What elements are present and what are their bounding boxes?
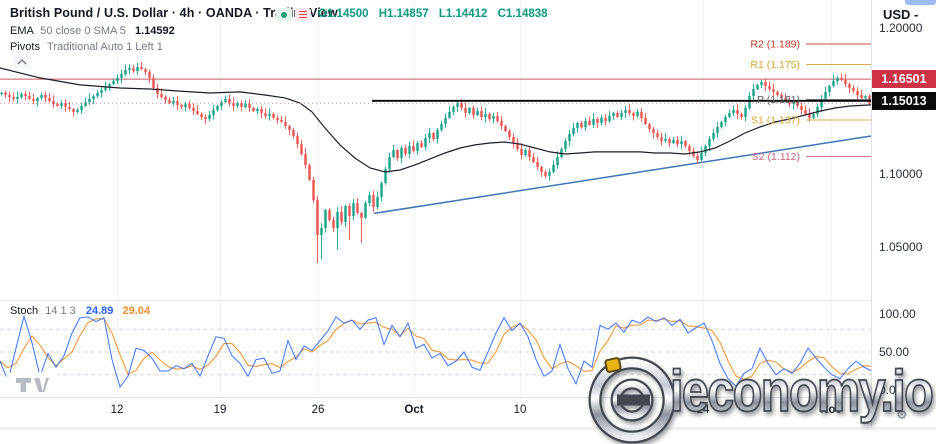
price-axis[interactable]: USD - 1.20000 1.10000 1.05000 100.00 50.00 0.… bbox=[871, 0, 936, 430]
chart-area[interactable]: R2 (1.189) R1 (1.175) P (1.151) S1 (1.137) S… bbox=[0, 0, 871, 430]
ohlc-close-label: C bbox=[497, 8, 506, 20]
stoch-tick: 100.00 bbox=[879, 307, 916, 321]
ema-line bbox=[0, 67, 871, 173]
ohlc-low-value: 1.14412 bbox=[445, 8, 488, 20]
pivot-label: P (1.151) bbox=[757, 94, 800, 106]
price-label: 1.16501 bbox=[872, 70, 936, 89]
corner-scroll-strip bbox=[905, 0, 936, 5]
gridlines bbox=[0, 0, 871, 397]
time-tick: 10 bbox=[513, 404, 527, 416]
indicator-legend-pivots[interactable]: Pivots Traditional Auto 1 Left 1 bbox=[10, 41, 163, 53]
tradingview-logo[interactable] bbox=[6, 372, 58, 397]
stoch-name: Stoch bbox=[10, 305, 39, 317]
time-tick: Nov bbox=[820, 404, 842, 416]
tradingview-logo-icon bbox=[16, 377, 49, 392]
price-tick: 1.10000 bbox=[879, 166, 923, 181]
ohlc-high-label: H bbox=[378, 8, 388, 20]
ohlc-open-label: O bbox=[318, 8, 327, 20]
time-tick: 12 bbox=[110, 404, 124, 416]
ohlc-low-label: L bbox=[438, 8, 446, 20]
symbol-title[interactable]: British Pound / U.S. Dollar · 4h · OANDA… bbox=[10, 6, 338, 20]
price-tick: 1.20000 bbox=[879, 21, 923, 35]
time-tick: 26 bbox=[311, 404, 325, 416]
pivot-label: S2 (1.112) bbox=[752, 151, 800, 163]
price-tick: 1.05000 bbox=[879, 239, 923, 254]
pivot-label: R2 (1.189) bbox=[750, 39, 800, 51]
candles bbox=[0, 61, 871, 264]
time-tick: 19 bbox=[213, 404, 227, 416]
time-tick: 24 bbox=[696, 404, 710, 416]
market-open-icon[interactable] bbox=[276, 8, 292, 21]
bottom-border bbox=[0, 427, 936, 430]
stoch-d-line bbox=[0, 318, 871, 380]
ema-params: 50 close 0 SMA 5 bbox=[40, 25, 126, 37]
market-status-badges[interactable] bbox=[276, 8, 311, 21]
collapse-pane-button[interactable] bbox=[13, 55, 31, 68]
stoch-k-value: 24.89 bbox=[85, 305, 114, 317]
pivot-label: S1 (1.137) bbox=[751, 114, 800, 126]
price-pane bbox=[0, 61, 871, 264]
ohlc-close-value: 1.14838 bbox=[505, 8, 548, 20]
stoch-params: 14 1 3 bbox=[45, 305, 76, 317]
stoch-tick: 50.00 bbox=[879, 345, 910, 359]
time-axis[interactable]: 12 19 26 Oct 10 24 Nov bbox=[0, 397, 871, 431]
pivots-params: Traditional Auto 1 Left 1 bbox=[47, 41, 163, 53]
ohlc-high-value: 1.14857 bbox=[387, 8, 429, 20]
indicator-legend-ema[interactable]: EMA 50 close 0 SMA 5 1.14592 bbox=[10, 25, 175, 37]
ema-name: EMA bbox=[10, 25, 34, 37]
trendline bbox=[373, 135, 871, 215]
ema-value: 1.14592 bbox=[134, 25, 175, 37]
price-label: 1.15013 bbox=[872, 91, 936, 110]
stoch-pane bbox=[0, 314, 871, 389]
stoch-tick: 0.00 bbox=[879, 383, 903, 397]
pivot-label: R1 (1.175) bbox=[750, 59, 800, 71]
pivots-name: Pivots bbox=[10, 41, 40, 53]
chevron-up-icon bbox=[17, 58, 27, 64]
settings-gear-icon[interactable]: ⚙ bbox=[896, 408, 908, 423]
stoch-k-line bbox=[0, 314, 871, 389]
ohlc-open-value: 1.14500 bbox=[326, 8, 369, 20]
stoch-d-value: 29.04 bbox=[122, 305, 150, 317]
ohlc-values: O1.14500 H1.14857 L1.14412 C1.14838 bbox=[318, 8, 555, 20]
currency-label[interactable]: USD - bbox=[883, 7, 919, 22]
time-tick: Oct bbox=[404, 404, 424, 416]
pivot-levels: R2 (1.189) R1 (1.175) P (1.151) S1 (1.137) S… bbox=[750, 39, 871, 163]
indicator-legend-stoch[interactable]: Stoch 14 1 3 24.89 29.04 bbox=[10, 305, 150, 317]
ideas-list-icon[interactable] bbox=[295, 8, 311, 21]
